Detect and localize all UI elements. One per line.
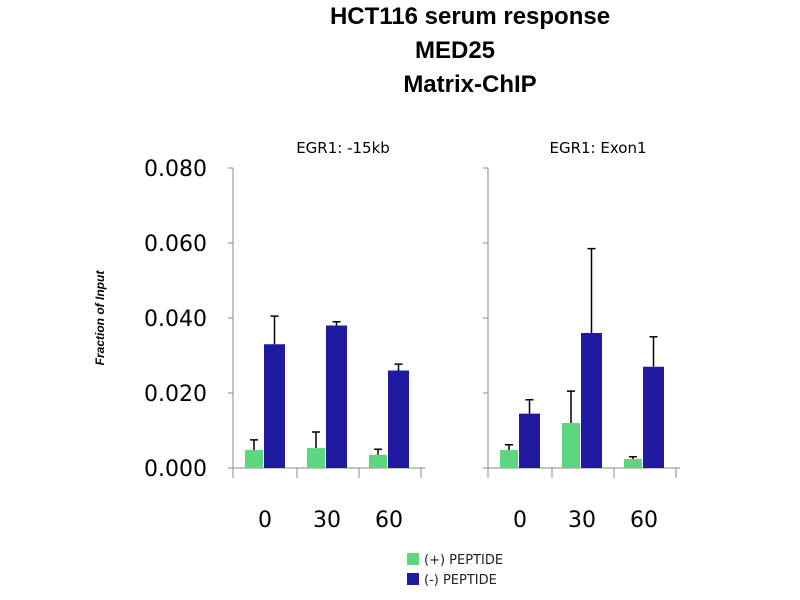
y-tick-label: 0.060	[144, 232, 207, 257]
bar-minus-peptide	[388, 370, 409, 468]
y-tick-label: 0.000	[144, 457, 207, 482]
panel-0: EGR1: -15kb 0 30 60	[228, 139, 425, 533]
panel-1: EGR1: Exon1 0 30 60	[483, 139, 680, 533]
x-tick-label: 60	[375, 508, 403, 533]
bar-plus-peptide	[307, 448, 325, 468]
chart-title-line-2: MED25	[415, 37, 495, 64]
legend-swatch-plus-peptide	[407, 553, 419, 565]
bar-minus-peptide	[519, 413, 540, 468]
bar-plus-peptide	[369, 454, 387, 468]
y-tick-label: 0.080	[144, 157, 207, 182]
y-axis-label: Fraction of Input	[93, 270, 107, 366]
x-tick-label: 60	[630, 508, 658, 533]
bar-plus-peptide	[562, 423, 580, 468]
bar-minus-peptide	[581, 333, 602, 468]
y-tick-label: 0.020	[144, 382, 207, 407]
legend-label-minus-peptide: (-) PEPTIDE	[424, 573, 497, 588]
bar-minus-peptide	[643, 366, 664, 468]
x-tick-label: 0	[258, 508, 272, 533]
bar-plus-peptide	[245, 450, 263, 468]
x-tick-label: 30	[313, 508, 341, 533]
legend: (+) PEPTIDE (-) PEPTIDE	[407, 553, 503, 588]
bar-plus-peptide	[500, 450, 518, 468]
bar-plus-peptide	[624, 459, 642, 468]
panel-title: EGR1: -15kb	[296, 139, 390, 157]
bar-minus-peptide	[326, 325, 347, 468]
x-tick-label: 0	[513, 508, 527, 533]
legend-swatch-minus-peptide	[407, 573, 419, 585]
y-tick-label: 0.040	[144, 307, 207, 332]
chart-title-line-1: HCT116 serum response	[330, 3, 610, 30]
chart-title-line-3: Matrix-ChIP	[403, 71, 536, 98]
legend-label-plus-peptide: (+) PEPTIDE	[424, 553, 503, 568]
bar-minus-peptide	[264, 344, 285, 468]
x-tick-label: 30	[568, 508, 596, 533]
panel-title: EGR1: Exon1	[549, 139, 646, 157]
